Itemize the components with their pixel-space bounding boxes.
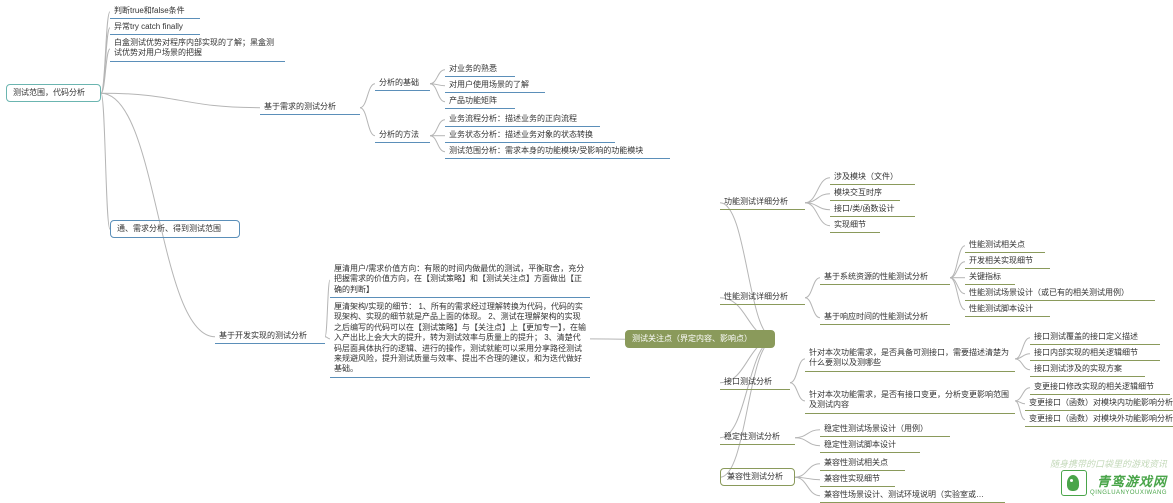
mindmap-node: 测试关注点（界定内容、影响点）	[625, 330, 775, 348]
mindmap-node: 模块交互时序	[830, 186, 900, 201]
mindmap-node: 兼容性场景设计、测试环境说明（实验室或…	[820, 488, 1005, 503]
mindmap-node: 业务流程分析：描述业务的正向流程	[445, 112, 600, 127]
mindmap-node: 性能测试详细分析	[720, 290, 805, 305]
mindmap-node: 性能测试相关点	[965, 238, 1045, 253]
mindmap-node: 基于需求的测试分析	[260, 100, 360, 115]
mindmap-node: 通、需求分析、得到测试范围	[110, 220, 240, 238]
mindmap-node: 接口测试分析	[720, 375, 790, 390]
mindmap-node: 接口内部实现的相关逻辑细节	[1030, 346, 1160, 361]
mindmap-node: 基于响应时间的性能测试分析	[820, 310, 950, 325]
mindmap-node: 对业务的熟悉	[445, 62, 515, 77]
mindmap-node: 厘清用户/需求价值方向：有限的时间内做最优的测试，平衡取舍，充分把握需求的价值方…	[330, 262, 590, 298]
mindmap-node: 兼容性测试相关点	[820, 456, 905, 471]
mindmap-node: 接口/类/函数设计	[830, 202, 915, 217]
mindmap-node: 关键指标	[965, 270, 1015, 285]
mindmap-node: 变更接口（函数）对模块外功能影响分析	[1025, 412, 1173, 427]
mindmap-node: 分析的基础	[375, 76, 430, 91]
mindmap-node: 针对本次功能需求，是否有接口变更，分析变更影响范围及测试内容	[805, 388, 1015, 414]
mindmap-node: 基于开发实现的测试分析	[215, 329, 325, 344]
mindmap-node: 基于系统资源的性能测试分析	[820, 270, 950, 285]
mindmap-node: 厘清架构/实现的细节： 1、所有的需求经过理解转换为代码，代码的实现架构、实现的…	[330, 300, 590, 378]
mindmap-node: 功能测试详细分析	[720, 195, 805, 210]
mindmap-node: 判断true和false条件	[110, 4, 200, 19]
mindmap-node: 测试范围分析：需求本身的功能模块/受影响的功能模块	[445, 144, 670, 159]
mindmap-node: 接口测试涉及的实现方案	[1030, 362, 1145, 377]
mindmap-node: 兼容性测试分析	[720, 468, 795, 486]
mindmap-node: 产品功能矩阵	[445, 94, 515, 109]
watermark-en: QINGLUANYOUXIWANG	[1090, 490, 1167, 496]
watermark: 随身携带的口袋里的游戏资讯 青鸾游戏网 QINGLUANYOUXIWANG	[1050, 457, 1167, 496]
mindmap-node: 稳定性测试分析	[720, 430, 795, 445]
mindmap-node: 异常try catch finally	[110, 20, 200, 35]
parrot-icon	[1061, 470, 1087, 496]
mindmap-node: 变更接口（函数）对模块内功能影响分析	[1025, 396, 1173, 411]
mindmap-node: 针对本次功能需求，是否具备可测接口，需要描述清楚为什么要测以及测哪些	[805, 346, 1015, 372]
mindmap-node: 稳定性测试场景设计（用例）	[820, 422, 950, 437]
mindmap-node: 接口测试覆盖的接口定义描述	[1030, 330, 1160, 345]
mindmap-node: 测试范围，代码分析	[6, 84, 101, 102]
mindmap-node: 对用户使用场景的了解	[445, 78, 545, 93]
mindmap-node: 性能测试场景设计（或已有的相关测试用例）	[965, 286, 1155, 301]
mindmap-node: 变更接口修改实现的相关逻辑细节	[1030, 380, 1170, 395]
mindmap-node: 白盒测试优势对程序内部实现的了解；黑盒测试优势对用户场景的把握	[110, 36, 285, 62]
watermark-cn: 青鸾游戏网	[1097, 474, 1167, 489]
mindmap-node: 业务状态分析：描述业务对象的状态转换	[445, 128, 615, 143]
mindmap-node: 实现细节	[830, 218, 880, 233]
mindmap-node: 涉及模块（文件）	[830, 170, 915, 185]
watermark-tagline: 随身携带的口袋里的游戏资讯	[1050, 457, 1167, 470]
mindmap-node: 稳定性测试脚本设计	[820, 438, 920, 453]
watermark-brand: 青鸾游戏网 QINGLUANYOUXIWANG	[1050, 470, 1167, 496]
mindmap-node: 性能测试脚本设计	[965, 302, 1050, 317]
mindmap-node: 兼容性实现细节	[820, 472, 895, 487]
mindmap-node: 分析的方法	[375, 128, 430, 143]
mindmap-node: 开发相关实现细节	[965, 254, 1050, 269]
